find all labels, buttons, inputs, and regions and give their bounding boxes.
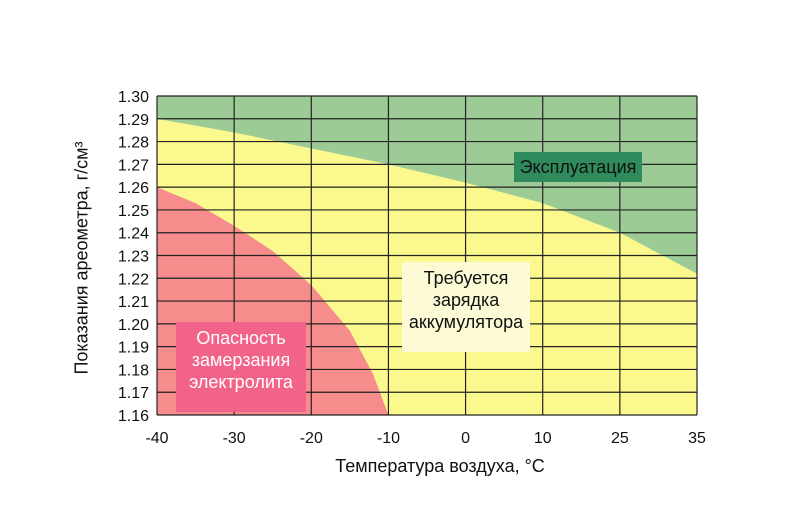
y-tick-label: 1.26: [118, 180, 149, 197]
y-tick-label: 1.17: [118, 385, 149, 402]
label-line: зарядка: [432, 289, 500, 310]
y-tick-label: 1.29: [118, 112, 149, 129]
label-line: электролита: [189, 371, 293, 392]
x-axis-label: Температура воздуха, °C: [335, 456, 545, 476]
y-tick-label: 1.19: [118, 340, 149, 357]
label-line: Требуется: [423, 268, 509, 288]
y-tick-label: 1.21: [118, 294, 149, 311]
x-tick-label: -20: [300, 430, 323, 447]
label-line: Опасность: [196, 328, 286, 348]
y-axis-label: Показания ареометра, г/см³: [71, 141, 92, 375]
label-line: замерзания: [191, 349, 291, 370]
y-tick-label: 1.28: [118, 135, 149, 152]
label-line: аккумулятора: [408, 311, 524, 332]
x-tick-label: -10: [377, 430, 400, 447]
y-tick-label: 1.24: [118, 226, 149, 243]
x-tick-label: 10: [534, 430, 552, 447]
y-tick-label: 1.25: [118, 203, 149, 220]
region-operation: [157, 96, 697, 274]
y-tick-label: 1.27: [118, 157, 149, 174]
x-tick-label: 0: [461, 430, 470, 447]
x-tick-label: 35: [688, 430, 706, 447]
x-tick-label: -30: [223, 430, 246, 447]
y-tick-label: 1.22: [118, 271, 149, 288]
y-tick-label: 1.16: [118, 408, 149, 425]
region-label-freezing-danger: Опасность замерзания электролита: [176, 322, 306, 412]
y-tick-label: 1.18: [118, 362, 149, 379]
region-label-operation: Эксплуатация: [514, 152, 642, 182]
region-label-charging-needed: Требуется зарядка аккумулятора: [402, 262, 530, 352]
y-tick-label: 1.30: [118, 89, 149, 106]
x-tick-label: -40: [145, 430, 168, 447]
y-tick-label: 1.23: [118, 249, 149, 266]
x-tick-label: 25: [611, 430, 629, 447]
y-tick-label: 1.20: [118, 317, 149, 334]
